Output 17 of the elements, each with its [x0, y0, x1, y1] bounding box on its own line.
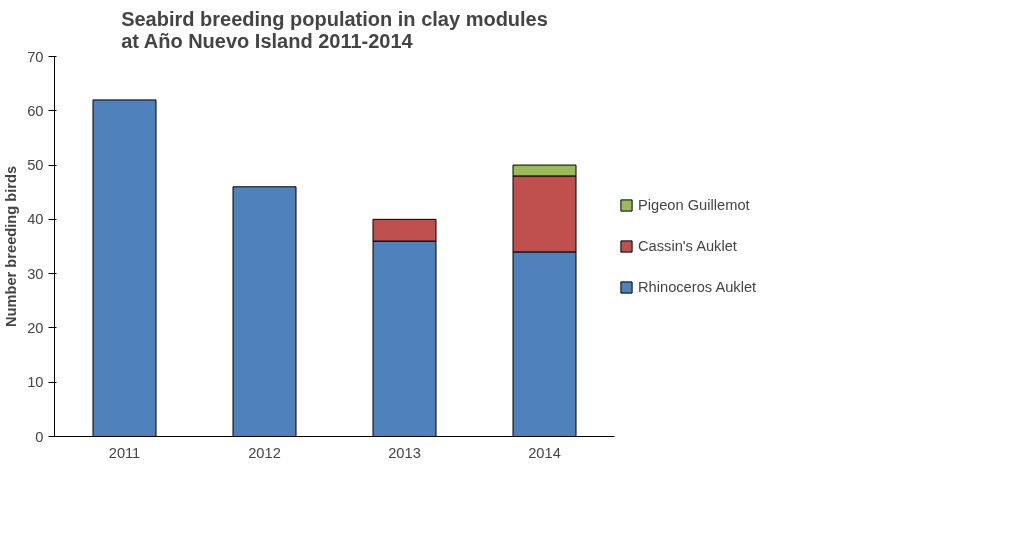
x-tick-label: 2012: [248, 444, 281, 461]
y-tick-label: 70: [27, 48, 44, 65]
legend-label: Cassin's Auklet: [638, 238, 737, 254]
y-axis-title: Number breeding birds: [3, 165, 20, 328]
x-tick-label: 2013: [388, 444, 421, 461]
y-tick-label: 50: [27, 157, 44, 174]
y-tick-label: 20: [27, 319, 44, 336]
chart-title: Seabird breeding population in clay modules at Año Nuevo Island 2011-2014: [121, 7, 548, 52]
y-tick-label: 30: [27, 265, 44, 282]
y-tick-label: 0: [35, 428, 44, 445]
x-tick-label: 2011: [108, 444, 141, 461]
legend-label: Rhinoceros Auklet: [638, 279, 757, 295]
y-tick-label: 10: [27, 374, 44, 391]
legend-label: Pigeon Guillemot: [638, 197, 750, 213]
y-tick-label: 40: [27, 211, 44, 228]
x-tick-label: 2014: [528, 444, 561, 461]
y-tick-label: 60: [27, 102, 44, 119]
